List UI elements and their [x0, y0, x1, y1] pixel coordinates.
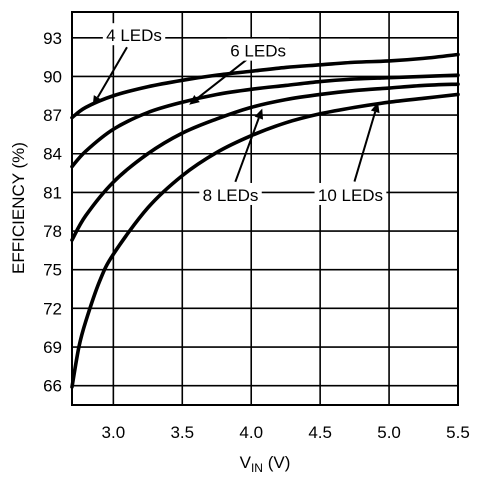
y-tick-label: 66 [43, 377, 62, 396]
annotation-arrowhead [370, 102, 380, 114]
annotation-label: 4 LEDs [106, 26, 162, 45]
series-curves [70, 52, 460, 389]
annotation-arrowhead [189, 95, 200, 105]
annotation-pointer [96, 46, 128, 98]
y-tick-label: 75 [43, 261, 62, 280]
x-axis-title-unit: (V) [263, 453, 290, 472]
tick-labels: 3.0 3.5 4.0 4.5 5.0 5.5 66 69 72 75 78 81 84 87 90 93 [43, 29, 470, 442]
x-axis-title-main: V [240, 453, 252, 472]
x-tick-label: 5.0 [377, 423, 401, 442]
y-tick-label: 69 [43, 338, 62, 357]
annotation-8-leds: 8 LEDs [199, 108, 264, 205]
y-tick-label: 84 [43, 145, 62, 164]
series-line-8-leds [70, 82, 460, 242]
x-tick-label: 3.0 [102, 423, 126, 442]
annotation-label-background [102, 23, 166, 46]
annotation-10-leds: 10 LEDs [314, 102, 387, 205]
plot-frame [71, 11, 459, 406]
annotation-6-leds: 6 LEDs [189, 38, 290, 105]
annotation-pointer [353, 111, 377, 182]
annotation-label: 8 LEDs [203, 186, 259, 205]
annotation-pointer [234, 117, 260, 183]
annotation-label-background [226, 38, 290, 61]
annotation-label-background [314, 182, 387, 205]
annotation-pointer [196, 58, 248, 100]
y-tick-label: 87 [43, 106, 62, 125]
y-tick-label: 78 [43, 222, 62, 241]
series-line-6-leds [70, 73, 460, 169]
x-tick-label: 4.5 [308, 423, 332, 442]
annotation-label: 6 LEDs [230, 42, 286, 61]
series-annotations: 4 LEDs 6 LEDs 8 LEDs 10 LEDs [92, 23, 387, 205]
annotation-arrowhead [92, 95, 102, 107]
annotation-label-background [199, 182, 262, 205]
x-tick-label: 5.5 [446, 423, 470, 442]
y-tick-label: 72 [43, 299, 62, 318]
annotation-4-leds: 4 LEDs [92, 23, 166, 107]
x-axis-title: VIN (V) [240, 453, 291, 475]
series-line-10-leds [70, 92, 460, 389]
y-tick-label: 93 [43, 29, 62, 48]
y-tick-label: 81 [43, 183, 62, 202]
x-tick-label: 3.5 [170, 423, 194, 442]
x-tick-label: 4.0 [239, 423, 263, 442]
annotation-arrowhead [254, 108, 264, 120]
y-axis-title: EFFICIENCY (%) [9, 142, 28, 274]
y-tick-label: 90 [43, 67, 62, 86]
x-axis-title-subscript: IN [251, 461, 263, 475]
series-line-4-leds [70, 52, 460, 120]
annotation-label: 10 LEDs [318, 186, 383, 205]
